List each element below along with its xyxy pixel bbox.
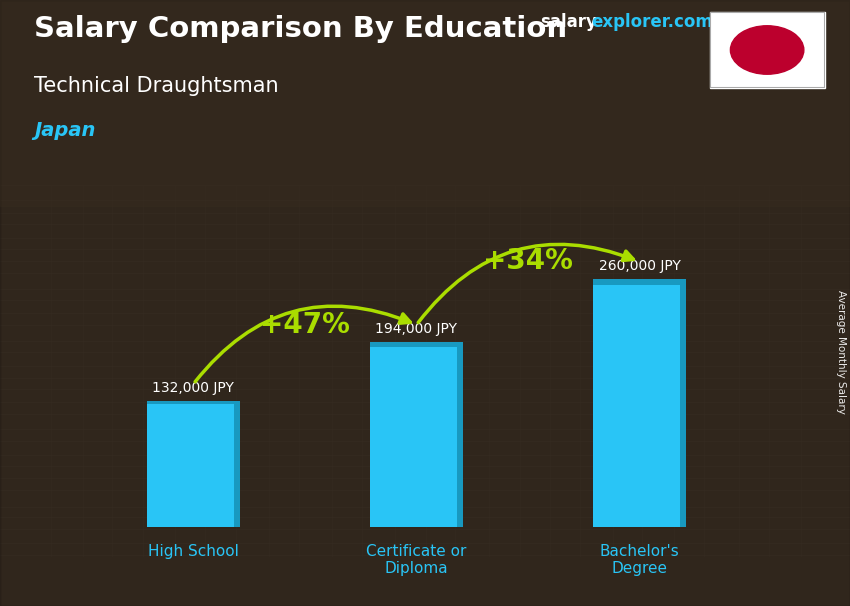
- Bar: [370, 342, 463, 527]
- Bar: [370, 342, 463, 347]
- Text: Salary Comparison By Education: Salary Comparison By Education: [34, 15, 567, 43]
- Bar: [0, 0, 850, 206]
- Bar: [456, 342, 463, 527]
- Bar: [234, 401, 241, 527]
- Text: Average Monthly Salary: Average Monthly Salary: [836, 290, 846, 413]
- Bar: [146, 401, 241, 527]
- Text: Technical Draughtsman: Technical Draughtsman: [34, 76, 279, 96]
- Bar: [680, 279, 687, 527]
- Bar: [592, 279, 687, 285]
- Text: explorer.com: explorer.com: [591, 13, 712, 32]
- Text: +47%: +47%: [260, 311, 350, 339]
- Text: 194,000 JPY: 194,000 JPY: [376, 322, 457, 336]
- Text: Japan: Japan: [34, 121, 95, 140]
- Circle shape: [730, 25, 804, 75]
- Text: 132,000 JPY: 132,000 JPY: [152, 381, 235, 396]
- Text: salary: salary: [540, 13, 597, 32]
- Bar: [592, 279, 687, 527]
- Text: 260,000 JPY: 260,000 JPY: [598, 259, 681, 273]
- Bar: [146, 401, 241, 404]
- Text: +34%: +34%: [483, 247, 573, 275]
